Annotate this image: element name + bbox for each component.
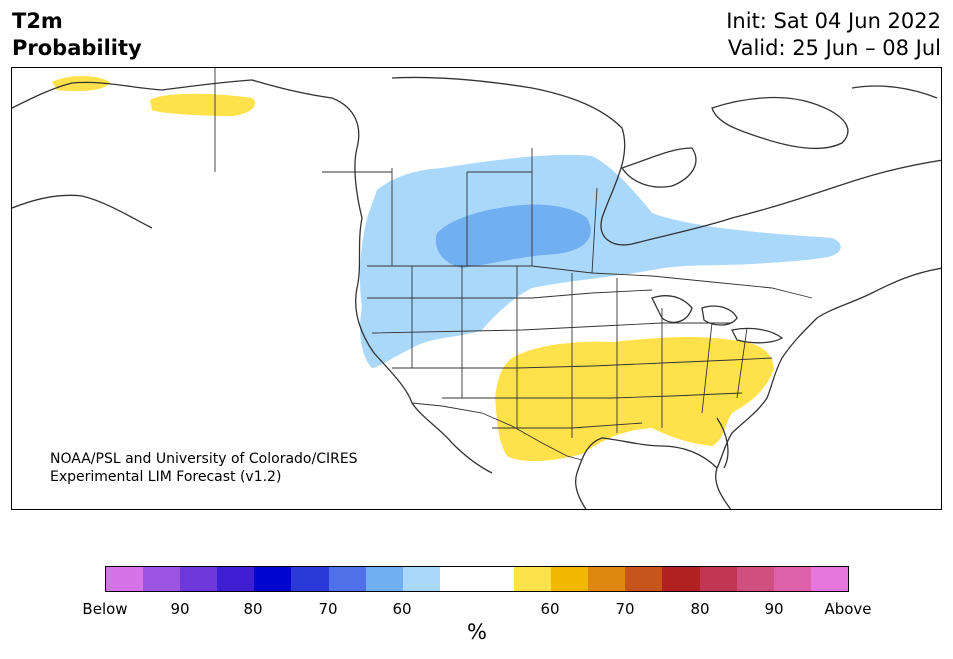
colorbar-tick-label: Below xyxy=(82,600,128,618)
colorbar-segment xyxy=(328,567,366,591)
below-region-dark xyxy=(435,204,591,268)
north-america-map xyxy=(12,68,941,509)
colorbar-segment xyxy=(476,567,515,591)
colorbar-tick-label: 80 xyxy=(243,600,263,618)
colorbar-tick-label: 70 xyxy=(318,600,338,618)
colorbar-segment xyxy=(810,567,848,591)
credit-line-2: Experimental LIM Forecast (v1.2) xyxy=(50,469,282,485)
colorbar-segment xyxy=(736,567,774,591)
coastlines xyxy=(12,76,941,509)
colorbar-segment xyxy=(365,567,403,591)
above-region-south xyxy=(495,336,774,462)
colorbar-segment xyxy=(439,567,477,591)
init-date: Init: Sat 04 Jun 2022 xyxy=(726,9,941,33)
colorbar-tick-label: 60 xyxy=(540,600,560,618)
map-panel: NOAA/PSL and University of Colorado/CIRE… xyxy=(11,67,942,510)
chart-title: T2m Probability xyxy=(12,8,142,62)
colorbar-segment xyxy=(217,567,255,591)
credit-text: NOAA/PSL and University of Colorado/CIRE… xyxy=(50,450,358,486)
colorbar-tick-label: 60 xyxy=(392,600,412,618)
colorbar-segment xyxy=(588,567,626,591)
below-region-light xyxy=(359,154,841,368)
colorbar-segment xyxy=(514,567,552,591)
colorbar-segment xyxy=(551,567,589,591)
colorbar-tick-label: 90 xyxy=(170,600,190,618)
colorbar-segment xyxy=(402,567,440,591)
colorbar xyxy=(105,566,849,592)
colorbar-segment xyxy=(106,567,144,591)
political-borders xyxy=(214,68,813,461)
colorbar-segment xyxy=(662,567,700,591)
colorbar-segment xyxy=(291,567,329,591)
date-info: Init: Sat 04 Jun 2022 Valid: 25 Jun – 08… xyxy=(726,8,941,62)
colorbar-tick-label: 70 xyxy=(615,600,635,618)
credit-line-1: NOAA/PSL and University of Colorado/CIRE… xyxy=(50,451,358,467)
colorbar-segment xyxy=(143,567,181,591)
colorbar-tick-label: 80 xyxy=(690,600,710,618)
colorbar-tick-label: Above xyxy=(824,600,872,618)
colorbar-tick-label: 90 xyxy=(764,600,784,618)
colorbar-unit: % xyxy=(467,620,487,644)
above-region-alaska-1 xyxy=(52,76,110,92)
colorbar-segment xyxy=(699,567,737,591)
variable-name: T2m xyxy=(12,9,63,33)
colorbar-segment xyxy=(625,567,663,591)
above-region-alaska-2 xyxy=(150,93,256,116)
variable-subtitle: Probability xyxy=(12,36,142,60)
colorbar-segment xyxy=(180,567,218,591)
valid-range: Valid: 25 Jun – 08 Jul xyxy=(727,36,941,60)
colorbar-segment xyxy=(773,567,811,591)
colorbar-segment xyxy=(254,567,292,591)
probability-shading xyxy=(52,76,841,462)
